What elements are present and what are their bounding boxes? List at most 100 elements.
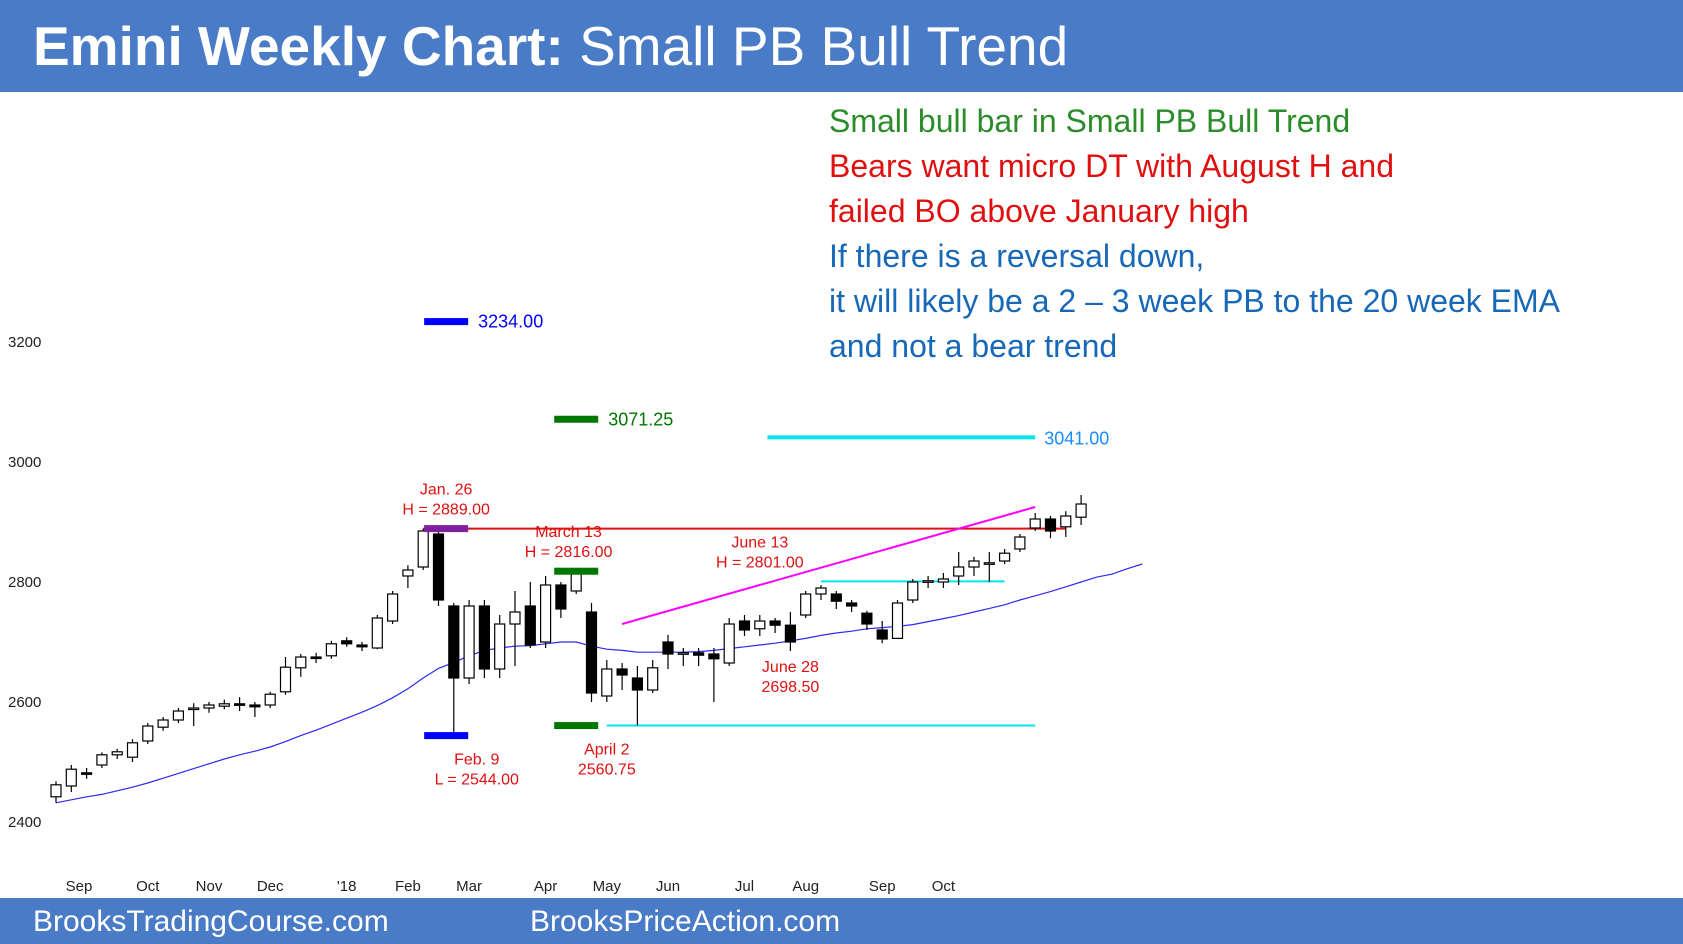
commentary-line-4: If there is a reversal down, xyxy=(829,238,1205,274)
target-label: 3041.00 xyxy=(1044,428,1109,448)
x-tick-label: Mar xyxy=(456,878,482,895)
ema-20-line xyxy=(55,563,1143,804)
x-tick-label: '18 xyxy=(337,878,357,895)
candle-body xyxy=(478,605,490,670)
candle-body xyxy=(325,643,337,657)
x-tick-label: Nov xyxy=(196,878,223,895)
commentary-line-5: it will likely be a 2 – 3 week PB to the… xyxy=(829,283,1561,319)
candle-body xyxy=(142,725,154,742)
candles xyxy=(50,495,1087,803)
candle-body xyxy=(1060,515,1072,528)
candle-body xyxy=(1014,536,1026,550)
candlestick-chart: 2400 2600 2800 3000 3200 Sep Oct Nov Dec '18 Feb Ma… xyxy=(8,312,1143,895)
footer-bar: BrooksTradingCourse.com BrooksPriceActio… xyxy=(0,898,1683,944)
candle-body xyxy=(80,772,93,775)
annotation-label: H = 2801.00 xyxy=(716,554,804,571)
x-tick-label: Sep xyxy=(869,878,896,895)
candle-body xyxy=(723,623,735,664)
candle-body xyxy=(998,552,1011,562)
candle-body xyxy=(494,623,506,670)
candle-body xyxy=(417,530,429,568)
candle-body xyxy=(249,704,261,708)
y-tick-label: 2600 xyxy=(8,694,41,711)
candle-body xyxy=(601,668,613,697)
annotation-label: April 2 xyxy=(584,742,629,759)
candle-body xyxy=(677,652,689,655)
candle-body xyxy=(907,581,919,601)
candle-body xyxy=(448,605,460,679)
y-tick-label: 3000 xyxy=(8,454,41,471)
candle-body xyxy=(662,641,674,655)
candle-body xyxy=(111,751,123,756)
x-tick-label: Oct xyxy=(932,878,956,895)
annotation-label: L = 2544.00 xyxy=(435,772,519,789)
level-marker xyxy=(554,567,599,575)
candle-body xyxy=(1029,518,1041,529)
x-tick-label: Apr xyxy=(534,878,557,895)
candle-body xyxy=(845,602,858,607)
candle-body xyxy=(708,653,720,660)
candle-body xyxy=(432,533,445,601)
candle-body xyxy=(891,602,904,640)
candle-body xyxy=(157,719,169,728)
footer-left-link[interactable]: BrooksTradingCourse.com xyxy=(33,905,389,938)
candle-body xyxy=(876,629,888,640)
annotation-label: H = 2889.00 xyxy=(402,502,490,519)
annotation-label: 2560.75 xyxy=(578,762,636,779)
candle-body xyxy=(371,617,383,649)
candle-body xyxy=(585,611,598,694)
commentary-line-1: Small bull bar in Small PB Bull Trend xyxy=(829,103,1351,139)
candle-body xyxy=(769,620,781,626)
chart-title-bold: Emini Weekly Chart: xyxy=(33,15,564,77)
candle-body xyxy=(387,593,399,622)
candle-body xyxy=(218,703,230,707)
candle-body xyxy=(188,707,200,711)
title-bar: Emini Weekly Chart: Small PB Bull Trend xyxy=(0,0,1683,92)
candle-body xyxy=(754,620,766,630)
x-tick-label: Jul xyxy=(735,878,754,895)
candle-body xyxy=(65,768,77,787)
level-marker xyxy=(424,525,469,533)
x-tick-label: Feb xyxy=(395,878,421,895)
footer-right-link[interactable]: BrooksPriceAction.com xyxy=(530,905,841,938)
candle-body xyxy=(784,624,797,643)
commentary-line-6: and not a bear trend xyxy=(829,328,1118,364)
candle-body xyxy=(1044,518,1057,532)
annotation-label: Jan. 26 xyxy=(420,482,473,499)
chart-title-rest: Small PB Bull Trend xyxy=(563,15,1069,77)
annotation-label: June 13 xyxy=(731,534,788,551)
candle-body xyxy=(647,667,659,691)
commentary-line-2: Bears want micro DT with August H and xyxy=(829,148,1394,184)
level-marker xyxy=(554,722,599,730)
candle-body xyxy=(50,784,62,798)
candle-body xyxy=(172,710,184,721)
candle-body xyxy=(983,562,995,565)
candle-body xyxy=(341,640,353,645)
candle-body xyxy=(279,666,292,693)
candle-body xyxy=(463,605,475,679)
candle-body xyxy=(953,566,965,577)
candle-body xyxy=(738,620,751,631)
candle-body xyxy=(555,584,567,610)
candle-body xyxy=(800,593,812,616)
x-tick-label: Aug xyxy=(792,878,819,895)
candle-body xyxy=(616,668,628,676)
level-marker-label: 3234.00 xyxy=(478,312,543,332)
reference-line xyxy=(621,506,1036,625)
candle-body xyxy=(234,703,246,706)
candle-body xyxy=(631,677,644,691)
level-marker xyxy=(554,415,599,423)
candle-body xyxy=(310,656,322,660)
candle-body xyxy=(402,569,414,577)
x-tick-label: Jun xyxy=(656,878,680,895)
candle-body xyxy=(968,560,980,568)
annotation-label: March 13 xyxy=(535,524,602,541)
candle-body xyxy=(524,605,536,646)
chart-title: Emini Weekly Chart: Small PB Bull Trend xyxy=(33,14,1068,78)
candle-body xyxy=(692,652,705,656)
candle-body xyxy=(203,704,215,709)
candle-body xyxy=(295,656,307,669)
annotation-label: Feb. 9 xyxy=(454,752,499,769)
candle-body xyxy=(922,580,934,583)
level-marker xyxy=(424,732,469,740)
